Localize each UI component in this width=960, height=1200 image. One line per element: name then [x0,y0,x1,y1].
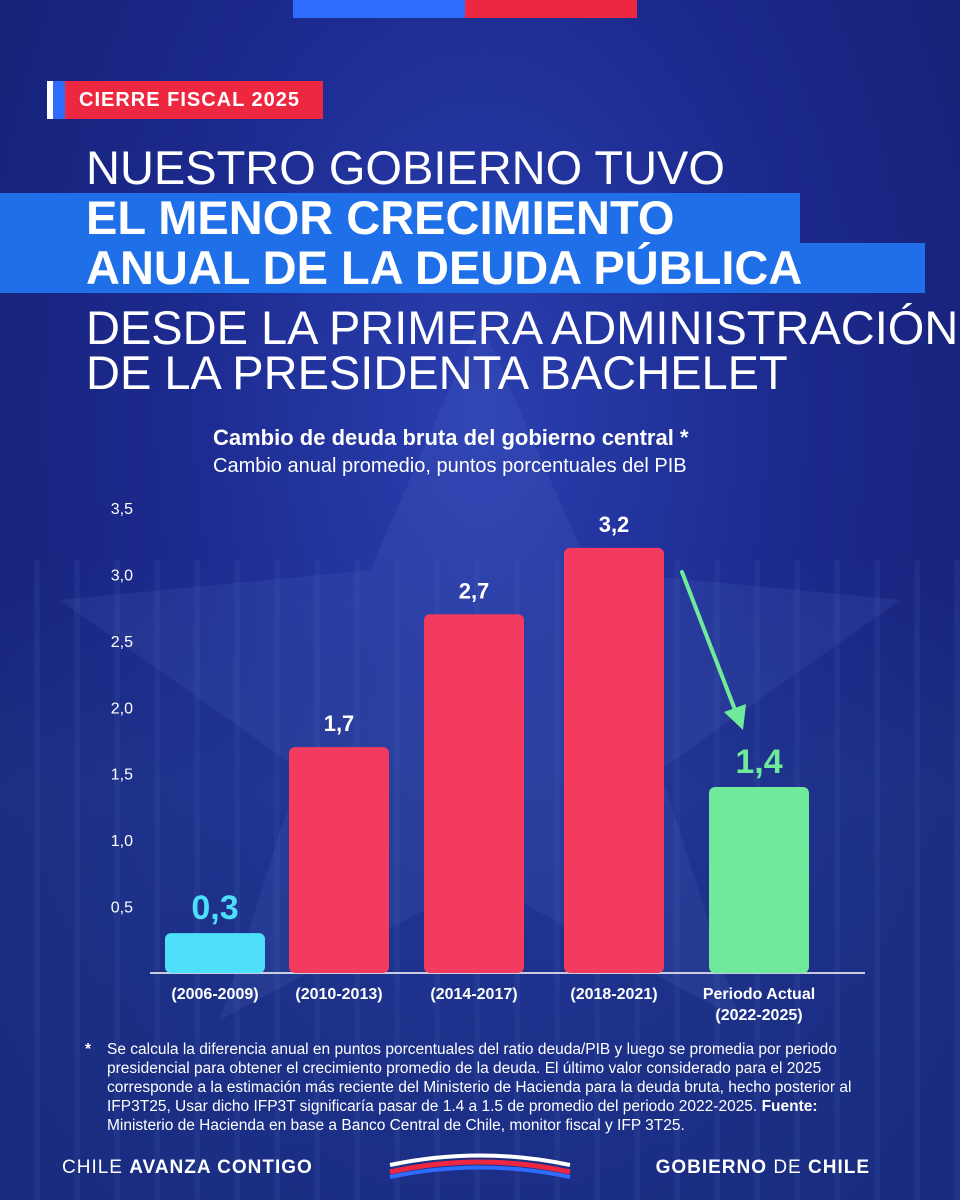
data-label: 0,3 [191,889,238,927]
section-tag-label: CIERRE FISCAL 2025 [79,88,301,111]
y-tick-label: 1,5 [111,767,133,784]
data-label: 1,4 [735,743,782,781]
x-tick-label: (2014-2017) [430,986,517,1003]
y-tick-label: 2,0 [111,700,133,717]
trend-arrow-head [724,704,746,730]
footer-government: GOBIERNO DE CHILE [656,1157,870,1179]
chart-subtitle: Cambio anual promedio, puntos porcentual… [213,455,687,477]
footer-slogan-a: CHILE [62,1157,123,1178]
bar [709,787,809,973]
x-tick-label: (2010-2013) [295,986,382,1003]
footer-gov-c: CHILE [808,1157,870,1178]
section-tag: CIERRE FISCAL 2025 [47,81,323,119]
y-tick-label: 0,5 [111,900,133,917]
source-text: Ministerio de Hacienda en base a Banco C… [107,1117,685,1134]
footer-gov-b: DE [773,1157,802,1178]
x-tick-label: (2022-2025) [715,1007,802,1024]
data-label: 1,7 [324,711,355,736]
headline-highlight-1 [0,193,800,243]
swoosh-logo-icon [389,1153,571,1179]
bar-chart: 0,5 1,0 1,5 2,0 2,5 3,0 3,5 0,3 (2006-2009) 1,7 (2… [111,501,865,1024]
x-tick-label: (2006-2009) [171,986,258,1003]
bar [165,933,265,973]
headline-highlight-2 [0,243,925,293]
data-label: 3,2 [599,512,630,537]
headline-line-5: DE LA PRESIDENTA BACHELET [86,346,788,399]
trend-arrow-line [680,570,739,717]
chart-title: Cambio de deuda bruta del gobierno centr… [213,425,689,450]
top-flag-bar [293,0,637,18]
data-label: 2,7 [459,578,490,603]
source-label: Fuente: [761,1098,818,1115]
headline-line-4: DESDE LA PRIMERA ADMINISTRACIÓN [86,301,959,354]
y-tick-label: 1,0 [111,833,133,850]
headline-line-2: EL MENOR CRECIMIENTO [86,191,675,244]
bar [424,614,524,973]
x-tick-label: (2018-2021) [570,986,657,1003]
y-tick-label: 3,5 [111,501,133,518]
x-tick-label: Periodo Actual [703,986,815,1003]
footer-gov-a: GOBIERNO [655,1157,768,1178]
bar [289,747,389,973]
footnote-asterisk: * [85,1041,92,1058]
headline-line-1: NUESTRO GOBIERNO TUVO [86,141,725,194]
y-tick-label: 3,0 [111,567,133,584]
footer-slogan: CHILE AVANZA CONTIGO [62,1157,313,1179]
y-tick-label: 2,5 [111,634,133,651]
footer-slogan-b: AVANZA CONTIGO [129,1157,313,1178]
bar [564,547,664,973]
footnote-text: Se calcula la diferencia anual en puntos… [107,1041,852,1115]
flag-stripes-icon [47,81,65,119]
footnote: * Se calcula la diferencia anual en punt… [85,1040,887,1135]
headline-line-3: ANUAL DE LA DEUDA PÚBLICA [86,241,803,294]
